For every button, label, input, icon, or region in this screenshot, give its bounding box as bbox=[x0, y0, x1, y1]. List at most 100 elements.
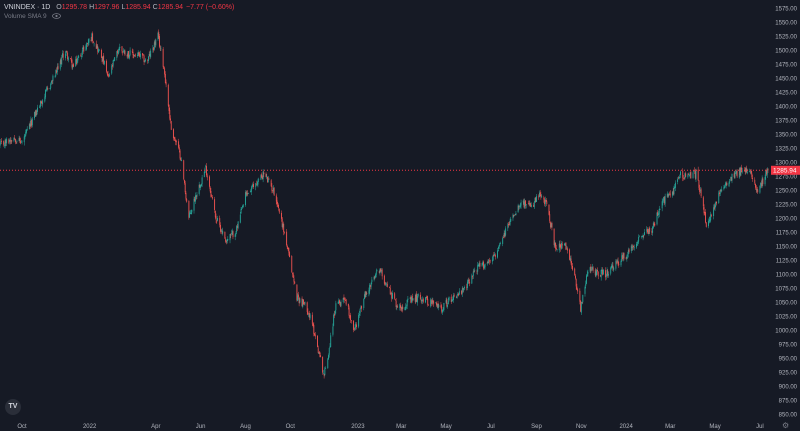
candle-body bbox=[553, 228, 555, 246]
candle-body bbox=[766, 170, 767, 175]
candle-body bbox=[30, 119, 32, 127]
volume-indicator-legend[interactable]: Volume SMA 9 bbox=[4, 13, 62, 20]
candle-body bbox=[144, 61, 146, 62]
candle-body bbox=[328, 355, 329, 360]
candle-body bbox=[622, 255, 623, 260]
y-tick-label: 1050.00 bbox=[775, 301, 797, 307]
candle-body bbox=[265, 173, 267, 177]
candle-body bbox=[380, 268, 382, 272]
candle-body bbox=[294, 281, 296, 284]
candle-body bbox=[437, 303, 439, 308]
candle-body bbox=[749, 171, 751, 173]
candle-body bbox=[26, 129, 28, 131]
candle-body bbox=[214, 210, 216, 218]
candle-body bbox=[391, 292, 393, 299]
candle-body bbox=[195, 196, 197, 197]
candle-body bbox=[87, 43, 88, 44]
candle-body bbox=[299, 298, 301, 303]
candle-body bbox=[544, 199, 546, 205]
candle-body bbox=[319, 351, 321, 355]
candle-body bbox=[533, 205, 535, 207]
candle-body bbox=[75, 59, 77, 67]
candle-body bbox=[28, 124, 30, 130]
candle-body bbox=[687, 174, 689, 178]
candle-body bbox=[82, 47, 84, 50]
candle-body bbox=[560, 247, 562, 249]
candle-body bbox=[283, 232, 285, 233]
candle-body bbox=[24, 136, 26, 138]
candle-body bbox=[400, 307, 402, 310]
candle-body bbox=[327, 359, 329, 369]
x-tick-label: Mar bbox=[396, 424, 406, 430]
candle-body bbox=[75, 58, 77, 64]
candle-body bbox=[1, 140, 2, 142]
candle-body bbox=[116, 51, 118, 58]
candle-body bbox=[519, 206, 521, 207]
candle-body bbox=[479, 262, 481, 267]
candle-body bbox=[308, 313, 310, 315]
candle-body bbox=[489, 260, 491, 262]
candle-body bbox=[709, 219, 711, 221]
candle-body bbox=[39, 106, 41, 108]
candle-body bbox=[364, 293, 366, 298]
candle-body bbox=[607, 270, 609, 277]
candle-body bbox=[366, 292, 368, 295]
candle-body bbox=[302, 299, 304, 307]
candle-body bbox=[468, 280, 470, 281]
candle-body bbox=[128, 51, 130, 58]
candle-body bbox=[582, 294, 584, 303]
candle-body bbox=[147, 59, 149, 61]
candle-body bbox=[724, 186, 726, 188]
candle-body bbox=[211, 196, 213, 199]
candle-body bbox=[62, 53, 63, 58]
candle-body bbox=[374, 276, 376, 278]
candle-body bbox=[126, 55, 128, 57]
candle-body bbox=[719, 192, 720, 195]
candles-layer bbox=[0, 29, 769, 379]
candle-body bbox=[491, 259, 493, 262]
gear-icon[interactable]: ⚙ bbox=[782, 421, 790, 430]
candle-body bbox=[497, 250, 498, 258]
candle-body bbox=[704, 212, 706, 213]
candle-body bbox=[133, 54, 135, 57]
candle-body bbox=[232, 231, 234, 238]
candle-body bbox=[31, 119, 33, 126]
candle-body bbox=[211, 195, 213, 197]
candle-body bbox=[203, 172, 205, 178]
candle-body bbox=[637, 241, 639, 243]
time-axis: Oct 2022 Apr Jun Aug Oct 2023 Mar May Jul Sep Nov 20… bbox=[17, 424, 763, 430]
candle-body bbox=[350, 315, 352, 321]
candle-body bbox=[477, 264, 479, 272]
change-value: −7.77 (−0.60%) bbox=[186, 4, 235, 11]
candle-body bbox=[622, 254, 624, 259]
candle-body bbox=[641, 235, 643, 237]
candle-body bbox=[312, 323, 314, 326]
candle-body bbox=[631, 246, 633, 248]
candle-body bbox=[72, 64, 74, 68]
candle-body bbox=[528, 203, 530, 205]
candle-body bbox=[396, 305, 398, 308]
tradingview-logo[interactable]: TV bbox=[5, 399, 21, 415]
candle-body bbox=[658, 208, 660, 215]
candle-body bbox=[201, 177, 203, 185]
candle-body bbox=[319, 355, 321, 357]
candle-body bbox=[236, 226, 238, 233]
candle-body bbox=[411, 295, 413, 301]
candle-body bbox=[577, 289, 579, 292]
candle-body bbox=[127, 51, 129, 57]
candle-body bbox=[452, 299, 454, 301]
candle-body bbox=[178, 147, 180, 150]
eye-icon[interactable] bbox=[52, 13, 62, 20]
candle-body bbox=[451, 300, 453, 302]
candle-body bbox=[142, 53, 144, 56]
candle-body bbox=[431, 300, 433, 304]
candle-body bbox=[128, 55, 130, 59]
candle-body bbox=[599, 275, 601, 277]
candle-body bbox=[343, 297, 345, 300]
candle-body bbox=[170, 121, 172, 130]
candle-body bbox=[56, 66, 58, 73]
candle-body bbox=[507, 224, 509, 229]
y-tick-label: 975.00 bbox=[779, 343, 798, 349]
candle-body bbox=[457, 293, 459, 296]
